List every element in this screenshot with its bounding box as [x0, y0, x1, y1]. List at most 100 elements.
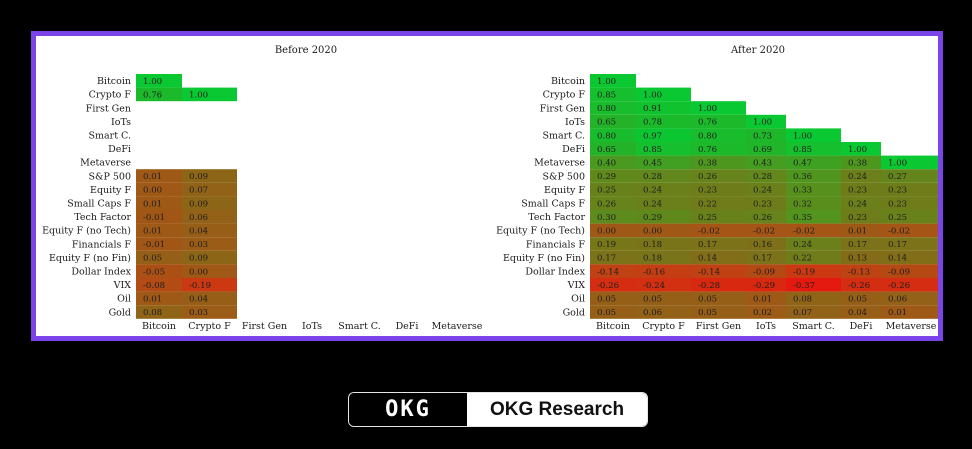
heatmap-cell	[746, 210, 786, 224]
heatmap-cell	[881, 250, 938, 265]
cell-value: 0.47	[793, 159, 812, 169]
row-label: Equity F	[544, 185, 585, 196]
panel-title: After 2020	[730, 45, 785, 56]
cell-value: 0.32	[793, 199, 812, 209]
heatmap-cell	[786, 291, 841, 306]
cell-value: 0.23	[848, 186, 867, 196]
cell-value: 0.16	[753, 240, 772, 250]
cell-value: 0.04	[848, 308, 868, 318]
heatmap-cell	[746, 223, 786, 238]
cell-value: 0.17	[698, 240, 717, 250]
cell-value: 0.28	[753, 172, 772, 182]
cell-value: 0.06	[189, 213, 208, 223]
cell-value: 0.00	[143, 186, 162, 196]
heatmap-cell	[636, 264, 691, 278]
heatmap-cell	[590, 250, 636, 265]
cell-value: 0.03	[189, 240, 208, 250]
cell-value: 0.23	[888, 186, 907, 196]
heatmap-cell	[182, 264, 237, 278]
cell-value: 0.17	[848, 240, 867, 250]
row-label: Equity F (no Tech)	[42, 226, 131, 237]
heatmap-cell	[746, 169, 786, 183]
heatmap-cell	[691, 142, 746, 156]
heatmap-cell	[786, 169, 841, 183]
cell-value: 0.17	[888, 240, 907, 250]
heatmap-cell	[786, 210, 841, 224]
cell-value: 0.09	[189, 199, 208, 209]
cell-value: 0.02	[753, 308, 772, 318]
row-label: Oil	[117, 294, 131, 305]
heatmap-cell	[841, 155, 881, 170]
heatmap-cell	[746, 278, 786, 292]
heatmap-cell	[691, 223, 746, 238]
heatmap-cell	[746, 142, 786, 156]
heatmap-cell	[786, 264, 841, 278]
cell-value: 1.00	[189, 91, 208, 101]
cell-value: 0.24	[848, 199, 868, 209]
column-label: IoTs	[302, 321, 322, 332]
heatmap-cell	[182, 305, 237, 319]
row-label: Smart C.	[542, 131, 585, 142]
cell-value: 0.05	[848, 295, 867, 305]
cell-value: 0.17	[753, 254, 772, 264]
column-label: Bitcoin	[142, 321, 176, 332]
cell-value: 0.01	[753, 295, 772, 305]
heatmap-cell	[746, 196, 786, 210]
row-label: DeFi	[562, 144, 585, 155]
row-label: Bitcoin	[551, 76, 585, 87]
heatmap-cell	[590, 237, 636, 251]
cell-value: 0.09	[189, 254, 208, 264]
heatmap-cell	[786, 142, 841, 156]
heatmap-cell	[786, 182, 841, 197]
row-label: Financials F	[72, 239, 131, 250]
cell-value: -0.09	[888, 267, 910, 277]
cell-value: 0.05	[143, 254, 162, 264]
cell-value: 0.23	[753, 199, 772, 209]
heatmap-cell	[881, 305, 938, 319]
heatmap-cell	[636, 196, 691, 210]
cell-value: 0.01	[143, 199, 162, 209]
heatmap-cell	[136, 223, 182, 238]
heatmap-cell	[590, 264, 636, 278]
cell-value: 0.26	[753, 213, 772, 223]
brand-badge: OKG OKG Research	[348, 392, 648, 427]
heatmap-cell	[590, 155, 636, 170]
heatmap-cell	[590, 291, 636, 306]
heatmap-cell	[636, 305, 691, 319]
cell-value: 0.14	[698, 254, 718, 264]
row-label: Metaverse	[534, 158, 585, 169]
cell-value: -0.02	[698, 227, 720, 237]
cell-value: -0.19	[793, 267, 815, 277]
row-label: IoTs	[565, 117, 585, 128]
heatmap-cell	[590, 210, 636, 224]
cell-value: 1.00	[793, 131, 812, 141]
row-label: VIX	[113, 280, 132, 291]
row-label: S&P 500	[88, 171, 131, 182]
heatmap-cell	[881, 155, 938, 170]
heatmap-cell	[590, 196, 636, 210]
cell-value: 0.85	[793, 145, 812, 155]
heatmap-cell	[786, 237, 841, 251]
cell-value: 0.06	[643, 308, 662, 318]
cell-value: 0.00	[597, 227, 616, 237]
heatmap-cell	[746, 182, 786, 197]
cell-value: -0.14	[698, 267, 721, 277]
heatmap-cell	[746, 237, 786, 251]
heatmap-cell	[841, 142, 881, 156]
heatmap-cell	[786, 223, 841, 238]
cell-value: 0.85	[643, 145, 662, 155]
figure-frame: Before 2020 Bitcoin 1.00 Crypto F 0.76 1.00 Fi…	[31, 31, 943, 341]
heatmap-cell	[881, 210, 938, 224]
cell-value: 1.00	[143, 77, 162, 87]
cell-value: 1.00	[753, 118, 772, 128]
heatmap-cell	[881, 182, 938, 197]
cell-value: 0.17	[597, 254, 616, 264]
okg-logo: OKG	[349, 393, 467, 426]
cell-value: 0.30	[597, 213, 616, 223]
row-label: Oil	[571, 294, 585, 305]
cell-value: 0.85	[597, 91, 616, 101]
correlation-figure: Before 2020 Bitcoin 1.00 Crypto F 0.76 1.00 Fi…	[42, 45, 938, 332]
cell-value: 0.05	[643, 295, 662, 305]
cell-value: 0.80	[597, 104, 616, 114]
cell-value: -0.28	[698, 281, 720, 291]
